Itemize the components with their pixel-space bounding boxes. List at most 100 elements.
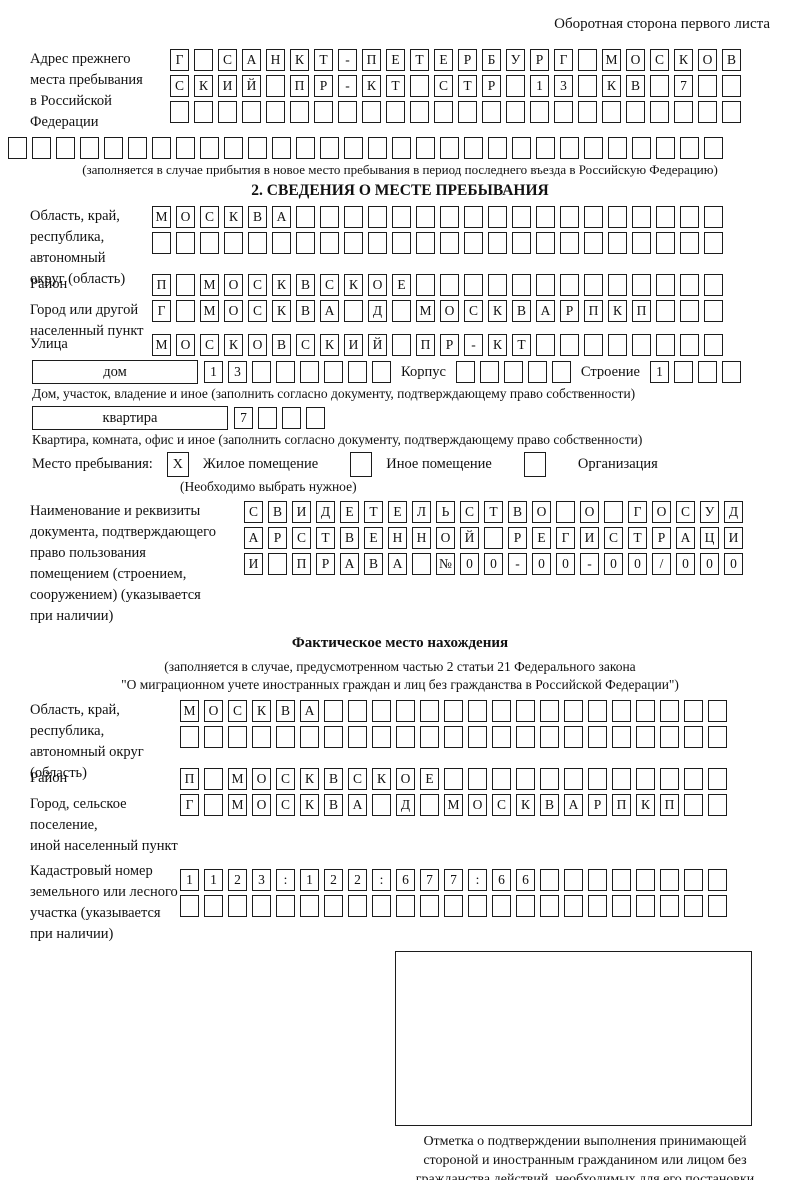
char-box[interactable]	[372, 895, 391, 917]
char-box[interactable]: М	[200, 274, 219, 296]
char-box[interactable]	[228, 726, 247, 748]
char-box[interactable]: 0	[556, 553, 575, 575]
char-box[interactable]	[516, 768, 535, 790]
char-box[interactable]	[368, 232, 387, 254]
char-box[interactable]: М	[152, 334, 171, 356]
char-box[interactable]	[660, 869, 679, 891]
char-box[interactable]	[416, 232, 435, 254]
char-box[interactable]: Р	[440, 334, 459, 356]
char-box[interactable]: 1	[180, 869, 199, 891]
char-box[interactable]	[396, 700, 415, 722]
char-box[interactable]	[440, 137, 459, 159]
char-box[interactable]: К	[362, 75, 381, 97]
char-box[interactable]	[416, 137, 435, 159]
char-box[interactable]: О	[224, 300, 243, 322]
char-box[interactable]	[362, 101, 381, 123]
char-box[interactable]	[276, 361, 295, 383]
char-box[interactable]	[224, 137, 243, 159]
char-box[interactable]: В	[248, 206, 267, 228]
char-box[interactable]	[578, 75, 597, 97]
char-box[interactable]: 0	[724, 553, 743, 575]
char-box[interactable]: 1	[204, 361, 223, 383]
char-box[interactable]	[180, 895, 199, 917]
char-box[interactable]	[348, 700, 367, 722]
char-box[interactable]	[176, 300, 195, 322]
char-box[interactable]	[680, 137, 699, 159]
char-box[interactable]: С	[650, 49, 669, 71]
char-box[interactable]	[674, 101, 693, 123]
char-box[interactable]	[704, 137, 723, 159]
char-box[interactable]: С	[492, 794, 511, 816]
char-box[interactable]: С	[348, 768, 367, 790]
char-box[interactable]: Д	[368, 300, 387, 322]
char-box[interactable]	[440, 206, 459, 228]
char-box[interactable]	[248, 137, 267, 159]
char-box[interactable]: 1	[300, 869, 319, 891]
char-box[interactable]: О	[652, 501, 671, 523]
char-box[interactable]	[704, 334, 723, 356]
char-box[interactable]	[204, 726, 223, 748]
char-box[interactable]	[503, 361, 523, 383]
char-box[interactable]	[656, 232, 675, 254]
char-box[interactable]: Т	[364, 501, 383, 523]
char-box[interactable]	[296, 206, 315, 228]
char-box[interactable]: П	[660, 794, 679, 816]
char-box[interactable]	[152, 232, 171, 254]
char-box[interactable]: О	[580, 501, 599, 523]
char-box[interactable]: А	[244, 527, 263, 549]
char-box[interactable]: П	[362, 49, 381, 71]
char-box[interactable]: К	[602, 75, 621, 97]
char-box[interactable]	[320, 232, 339, 254]
char-box[interactable]: С	[170, 75, 189, 97]
char-box[interactable]	[176, 232, 195, 254]
char-box[interactable]: В	[508, 501, 527, 523]
char-box[interactable]: С	[276, 768, 295, 790]
char-box[interactable]	[564, 726, 583, 748]
char-box[interactable]	[632, 232, 651, 254]
char-box[interactable]	[372, 700, 391, 722]
char-box[interactable]: Р	[508, 527, 527, 549]
char-box[interactable]: Е	[388, 501, 407, 523]
char-box[interactable]: Й	[460, 527, 479, 549]
char-box[interactable]: С	[676, 501, 695, 523]
char-box[interactable]	[704, 300, 723, 322]
char-box[interactable]: С	[244, 501, 263, 523]
char-box[interactable]	[306, 407, 325, 429]
char-box[interactable]	[440, 232, 459, 254]
char-box[interactable]: О	[176, 206, 195, 228]
char-box[interactable]	[488, 206, 507, 228]
char-box[interactable]	[632, 334, 651, 356]
char-box[interactable]	[656, 300, 675, 322]
char-box[interactable]: С	[296, 334, 315, 356]
char-box[interactable]	[440, 274, 459, 296]
char-box[interactable]	[170, 101, 189, 123]
char-box[interactable]: 0	[604, 553, 623, 575]
char-box[interactable]	[252, 895, 271, 917]
char-box[interactable]	[512, 232, 531, 254]
char-box[interactable]	[152, 137, 171, 159]
char-box[interactable]	[536, 274, 555, 296]
char-box[interactable]	[680, 334, 699, 356]
char-box[interactable]: С	[292, 527, 311, 549]
char-box[interactable]	[344, 232, 363, 254]
char-box[interactable]	[455, 361, 475, 383]
char-box[interactable]: 1	[649, 361, 669, 383]
char-box[interactable]	[348, 361, 367, 383]
char-box[interactable]	[708, 895, 727, 917]
char-box[interactable]: С	[248, 300, 267, 322]
char-box[interactable]	[632, 206, 651, 228]
char-box[interactable]	[242, 101, 261, 123]
char-box[interactable]: К	[252, 700, 271, 722]
char-box[interactable]: В	[626, 75, 645, 97]
char-box[interactable]	[564, 768, 583, 790]
char-box[interactable]	[372, 794, 391, 816]
char-box[interactable]: 3	[554, 75, 573, 97]
char-box[interactable]: 0	[460, 553, 479, 575]
char-box[interactable]	[680, 300, 699, 322]
char-box[interactable]: В	[364, 553, 383, 575]
char-box[interactable]	[708, 794, 727, 816]
char-box[interactable]	[536, 334, 555, 356]
char-box[interactable]	[479, 361, 499, 383]
char-box[interactable]	[540, 895, 559, 917]
char-box[interactable]: О	[436, 527, 455, 549]
